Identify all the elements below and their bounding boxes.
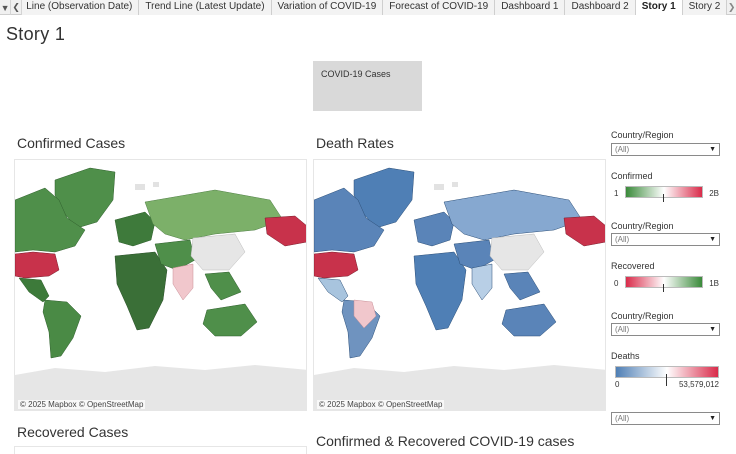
tab-story-1[interactable]: Story 1 xyxy=(635,0,683,15)
recovered-gradient-bar xyxy=(625,276,703,288)
country-region-filter[interactable]: (All) ▼ xyxy=(611,143,720,156)
confirmed-gradient-bar xyxy=(625,186,703,198)
legend-marker xyxy=(663,284,664,292)
caption-text: COVID-19 Cases xyxy=(321,69,391,79)
legend-max: 1B xyxy=(709,279,719,288)
caret-down-icon[interactable]: ▼ xyxy=(0,0,12,15)
tab-story-2[interactable]: Story 2 xyxy=(682,0,728,15)
country-region-filter[interactable]: (All) ▼ xyxy=(611,323,720,336)
country-region-filter[interactable]: (All) ▼ xyxy=(611,233,720,246)
legend-max: 2B xyxy=(709,189,719,198)
filter-label: Country/Region xyxy=(611,221,674,231)
recovered-cases-map[interactable] xyxy=(14,446,307,454)
tab-dashboard-2[interactable]: Dashboard 2 xyxy=(565,0,636,15)
country-region-filter[interactable]: (All) ▼ xyxy=(611,412,720,425)
tab-line-observation-date[interactable]: Line (Observation Date) xyxy=(22,0,140,15)
tab-trend-line[interactable]: Trend Line (Latest Update) xyxy=(139,0,272,15)
confirmed-cases-title: Confirmed Cases xyxy=(17,135,126,151)
legend-label-confirmed: Confirmed xyxy=(611,171,653,181)
tab-dashboard-1[interactable]: Dashboard 1 xyxy=(495,0,566,15)
caret-down-icon: ▼ xyxy=(709,236,716,243)
confirmed-cases-map[interactable]: © 2025 Mapbox © OpenStreetMap xyxy=(14,159,307,411)
legend-label-recovered: Recovered xyxy=(611,261,655,271)
legend-min: 0 xyxy=(614,279,619,288)
confirmed-map-svg xyxy=(15,160,306,410)
death-rates-map[interactable]: © 2025 Mapbox © OpenStreetMap xyxy=(313,159,606,411)
legend-min: 1 xyxy=(614,189,619,198)
filter-value: (All) xyxy=(615,325,630,334)
tab-variation[interactable]: Variation of COVID-19 xyxy=(271,0,384,15)
legend-marker xyxy=(663,194,664,202)
death-rates-title: Death Rates xyxy=(316,135,394,151)
deaths-color-legend: 0 53,579,012 xyxy=(611,366,723,392)
legend-marker xyxy=(666,374,667,386)
mapbox-attribution[interactable]: © 2025 Mapbox xyxy=(20,400,77,409)
caret-down-icon: ▼ xyxy=(709,146,716,153)
chevron-right-icon[interactable]: ❯ xyxy=(727,2,736,12)
mapbox-attribution[interactable]: © 2025 Mapbox xyxy=(319,400,376,409)
osm-attribution[interactable]: © OpenStreetMap xyxy=(78,400,144,409)
chevron-left-icon[interactable]: ❮ xyxy=(11,0,23,15)
legend-max: 53,579,012 xyxy=(678,380,719,389)
story-point-caption[interactable]: COVID-19 Cases xyxy=(313,61,422,111)
legend-min: 0 xyxy=(615,380,620,389)
filter-label: Country/Region xyxy=(611,311,674,321)
filter-value: (All) xyxy=(615,235,630,244)
osm-attribution[interactable]: © OpenStreetMap xyxy=(377,400,443,409)
tab-bar: ▼ ❮ Line (Observation Date) Trend Line (… xyxy=(0,0,736,15)
legend-label-deaths: Deaths xyxy=(611,351,640,361)
caret-down-icon: ▼ xyxy=(709,415,716,422)
map-attribution: © 2025 Mapbox © OpenStreetMap xyxy=(317,400,445,409)
recovered-color-legend: 0 1B xyxy=(611,276,723,292)
deaths-gradient-bar xyxy=(615,366,719,378)
filter-value: (All) xyxy=(615,414,630,423)
filter-value: (All) xyxy=(615,145,630,154)
filter-label: Country/Region xyxy=(611,130,674,140)
map-attribution: © 2025 Mapbox © OpenStreetMap xyxy=(18,400,146,409)
death-map-svg xyxy=(314,160,605,410)
confirmed-color-legend: 1 2B xyxy=(611,186,723,202)
recovered-cases-title: Recovered Cases xyxy=(17,424,129,440)
tab-forecast[interactable]: Forecast of COVID-19 xyxy=(383,0,496,15)
caret-down-icon: ▼ xyxy=(709,326,716,333)
story-title: Story 1 xyxy=(6,24,66,44)
confirmed-recovered-title: Confirmed & Recovered COVID-19 cases xyxy=(316,433,575,449)
